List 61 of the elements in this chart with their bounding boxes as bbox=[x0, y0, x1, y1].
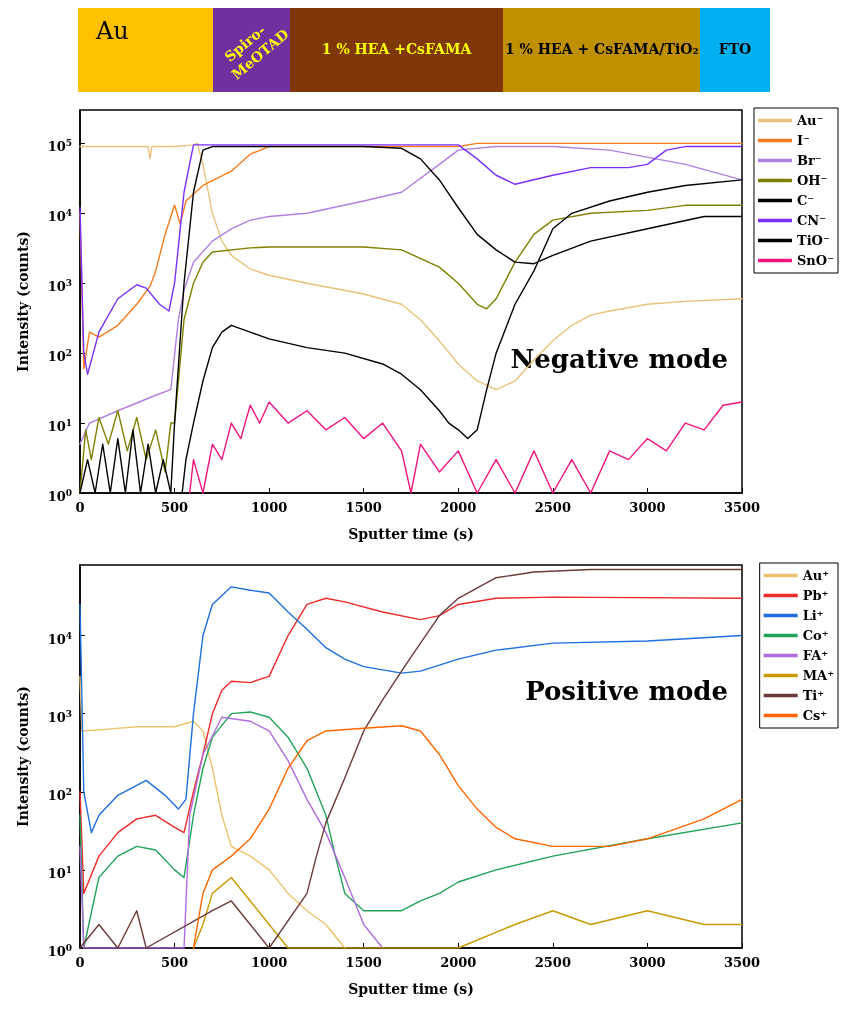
legend-label: OH⁻ bbox=[796, 173, 828, 188]
x-tick-label: 3500 bbox=[723, 955, 761, 970]
legend-label: Cs⁺ bbox=[802, 708, 828, 723]
line-series bbox=[79, 568, 743, 949]
y-axis-title: Intensity (counts) bbox=[15, 231, 31, 372]
line-series bbox=[79, 596, 743, 895]
x-axis-title: Sputter time (s) bbox=[348, 981, 474, 997]
category-label: 1 % HEA +CsFAMA bbox=[321, 41, 472, 59]
line-series bbox=[79, 716, 384, 949]
legend-label: Ti⁺ bbox=[802, 688, 825, 703]
y-tick-label: 10$^{3}$ bbox=[47, 277, 72, 295]
x-tick-label: 3500 bbox=[723, 500, 761, 515]
line-series bbox=[192, 725, 743, 949]
category-label: FTO bbox=[718, 41, 752, 59]
y-tick-label: 10$^{1}$ bbox=[47, 417, 72, 435]
y-tick-label: 10$^{3}$ bbox=[47, 707, 72, 725]
legend-label: CN⁻ bbox=[796, 213, 827, 228]
legend-label: I⁻ bbox=[796, 133, 810, 148]
x-tick-label: 500 bbox=[161, 955, 189, 970]
x-tick-label: 0 bbox=[75, 955, 85, 970]
category-label: Au bbox=[96, 16, 129, 46]
y-tick-label: 10$^{4}$ bbox=[47, 207, 72, 225]
y-tick-label: 10$^{5}$ bbox=[47, 137, 72, 155]
x-tick-label: 2000 bbox=[440, 955, 477, 970]
x-tick-label: 3000 bbox=[629, 955, 666, 970]
y-tick-label: 10$^{2}$ bbox=[47, 785, 72, 804]
category-label: 1 % HEA + CsFAMA/TiO₂ bbox=[504, 41, 699, 59]
x-tick-label: 0 bbox=[75, 500, 85, 515]
x-tick-label: 1000 bbox=[251, 955, 288, 970]
x-tick-label: 3000 bbox=[629, 500, 666, 515]
legend-label: SnO⁻ bbox=[796, 253, 835, 268]
annotation: Negative mode bbox=[510, 343, 728, 374]
legend-label: TiO⁻ bbox=[796, 233, 830, 248]
y-tick-label: 10$^{0}$ bbox=[47, 487, 72, 505]
legend-label: Au⁺ bbox=[801, 568, 830, 583]
line-series bbox=[192, 876, 743, 949]
legend-label: FA⁺ bbox=[802, 648, 829, 663]
y-tick-label: 10$^{0}$ bbox=[47, 942, 72, 960]
line-series bbox=[79, 675, 346, 949]
legend-label: Au⁻ bbox=[795, 113, 824, 128]
x-tick-label: 1000 bbox=[251, 500, 288, 515]
x-tick-label: 500 bbox=[161, 500, 189, 515]
line-series bbox=[79, 586, 743, 834]
legend-label: Co⁺ bbox=[802, 628, 829, 643]
y-tick-label: 10$^{1}$ bbox=[47, 863, 72, 882]
legend-label: Li⁺ bbox=[802, 608, 824, 623]
line-series bbox=[189, 401, 743, 494]
x-tick-label: 2500 bbox=[534, 955, 571, 970]
x-tick-label: 1500 bbox=[345, 955, 382, 970]
x-tick-label: 1500 bbox=[345, 500, 382, 515]
y-tick-label: 10$^{4}$ bbox=[47, 629, 72, 647]
legend-label: Br⁻ bbox=[796, 153, 822, 168]
x-axis-title: Sputter time (s) bbox=[348, 526, 474, 542]
legend-label: C⁻ bbox=[796, 193, 815, 208]
annotation: Positive mode bbox=[525, 675, 728, 706]
legend-label: Pb⁺ bbox=[802, 588, 829, 603]
y-tick-label: 10$^{2}$ bbox=[47, 347, 72, 365]
x-tick-label: 2500 bbox=[534, 500, 571, 515]
x-tick-label: 2000 bbox=[440, 500, 477, 515]
legend-label: MA⁺ bbox=[802, 668, 835, 683]
y-axis-title: Intensity (counts) bbox=[15, 686, 31, 827]
